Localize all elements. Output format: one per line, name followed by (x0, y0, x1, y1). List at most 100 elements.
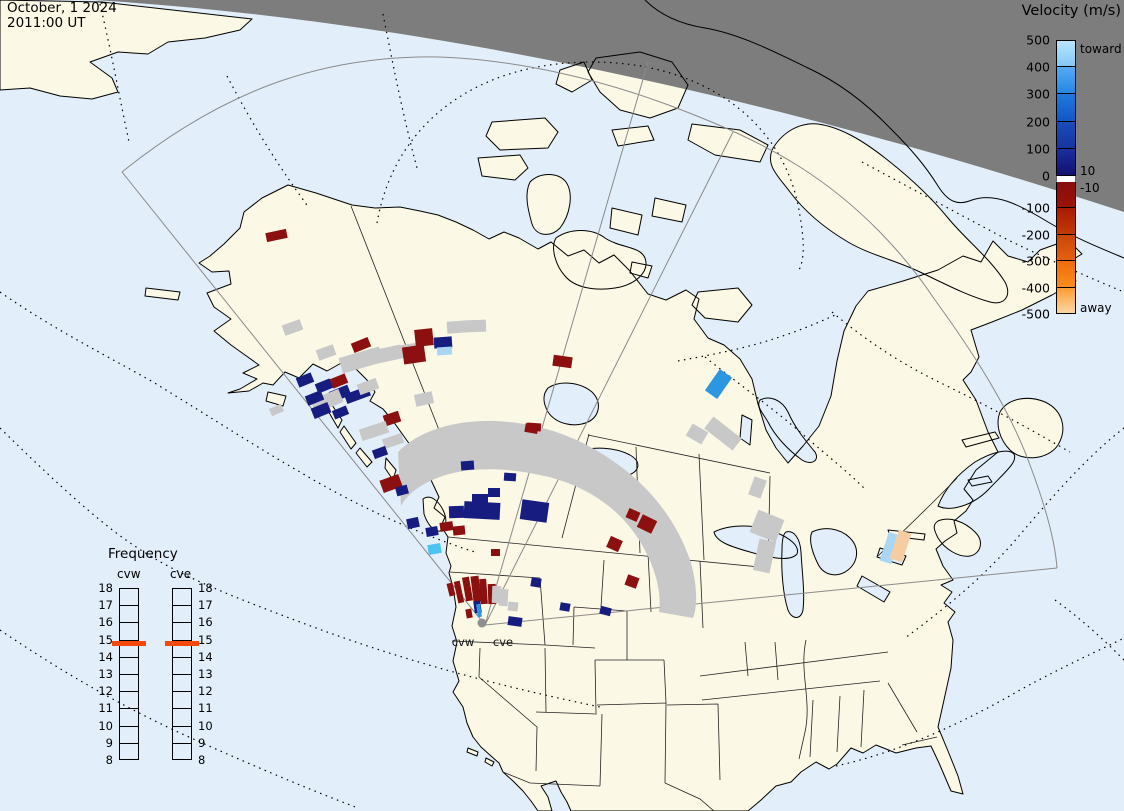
velocity-cell (310, 402, 332, 419)
velocity-cell (268, 403, 285, 417)
coastline (485, 117, 559, 151)
velocity-cell (491, 549, 500, 556)
frequency-bar-cell (173, 675, 191, 693)
velocity-cell (507, 601, 519, 612)
velocity-cell (879, 531, 901, 565)
velocity-cell (530, 577, 542, 588)
velocity-cell (476, 603, 482, 618)
coastline (265, 391, 287, 407)
map-site-label-cvw: cvw (451, 635, 475, 649)
velocity-cell (350, 336, 372, 354)
frequency-scale-label: 14 (198, 649, 213, 664)
velocity-cell (498, 588, 509, 607)
coastline (997, 397, 1064, 459)
frequency-column-label-cvw: cvw (117, 567, 141, 581)
velocity-cell (265, 228, 288, 243)
frequency-bar-cell (120, 692, 138, 710)
frequency-marker-cve (165, 640, 199, 646)
velocity-cell (503, 472, 517, 482)
frequency-bar-cell (120, 727, 138, 744)
coastline (781, 531, 805, 618)
velocity-cell (479, 578, 488, 605)
colorbar-tick--200: -200 (1021, 227, 1050, 243)
frequency-scale-label: 17 (98, 598, 113, 613)
coastline (587, 51, 689, 119)
coastline (856, 575, 891, 603)
frequency-scale-label: 12 (198, 684, 213, 699)
velocity-cell (636, 514, 658, 534)
velocity-cell (465, 608, 473, 619)
velocity-cell (704, 416, 742, 451)
colorbar-block-toward-3 (1056, 121, 1076, 149)
colorbar-block-away-2 (1056, 234, 1076, 262)
coastline (144, 287, 181, 301)
velocity-cell (433, 336, 453, 349)
colorbar-tick-400: 400 (1026, 59, 1050, 75)
coastline (770, 123, 1009, 304)
frequency-bar-cell (173, 606, 191, 624)
velocity-cell (402, 454, 424, 472)
coastline (339, 425, 357, 450)
velocity-cell (382, 410, 402, 427)
frequency-scale-label: 10 (198, 718, 213, 733)
coastline (0, 0, 253, 100)
date-text: October, 1 2024 (7, 0, 117, 16)
velocity-cell (329, 373, 349, 389)
velocity-cell (599, 605, 612, 617)
radar-fov-outlines (121, 56, 1058, 626)
velocity-cell (752, 538, 777, 574)
velocity-cell (436, 346, 453, 356)
colorbar-tick-300: 300 (1026, 86, 1050, 102)
coastline (466, 747, 479, 757)
coastline (739, 414, 753, 446)
frequency-bar-cell (173, 658, 191, 675)
velocity-legend-title: Velocity (m/s) (1021, 3, 1121, 19)
greenland-coastline (644, 0, 1124, 259)
frequency-scale-label: 13 (198, 667, 213, 681)
colorbar-tick-200: 200 (1026, 114, 1050, 130)
frequency-scale-label: 15 (98, 632, 113, 647)
colorbar-block-away-4 (1056, 287, 1076, 314)
velocity-cell (395, 484, 409, 497)
map-site-label-cve: cve (492, 635, 514, 649)
political-borders (350, 205, 958, 811)
colorbar-tick--400: -400 (1021, 280, 1050, 296)
velocity-cell (507, 616, 523, 627)
frequency-bar-cell (120, 641, 138, 658)
coastline (611, 125, 655, 147)
velocity-cell (488, 488, 500, 497)
coastline (629, 261, 653, 279)
colorbar-block-toward-2 (1056, 94, 1076, 122)
velocity-cell (439, 521, 454, 532)
frequency-bar-cell (173, 692, 191, 710)
frequency-column-label-cve: cve (170, 567, 192, 581)
coastline (758, 397, 817, 463)
frequency-scale-label: 16 (98, 615, 113, 630)
velocity-cell (889, 529, 912, 563)
colorbar-tick--500: -500 (1021, 306, 1050, 322)
frequency-scale-label: 15 (198, 632, 213, 647)
velocity-cell (685, 423, 709, 445)
velocity-cell (448, 505, 465, 519)
velocity-cell (606, 535, 623, 553)
colorbar-block-toward-1 (1056, 67, 1076, 95)
colorbar-tick-500: 500 (1026, 32, 1050, 48)
velocity-cell (374, 344, 404, 364)
coastline (691, 287, 753, 323)
frequency-scale-label: 8 (198, 753, 206, 767)
neg-threshold-label: -10 (1080, 181, 1100, 195)
frequency-bar-cell (173, 641, 191, 658)
velocity-colorbar (1056, 40, 1076, 314)
frequency-scale-label: 11 (198, 701, 213, 716)
fov-inner-edge-1 (484, 61, 649, 626)
velocity-cell (425, 526, 439, 537)
coastline (526, 174, 571, 235)
frequency-bar-cell (120, 658, 138, 675)
toward-label: toward (1080, 42, 1122, 56)
time-text: 2011:00 UT (7, 15, 86, 31)
frequency-scale-label: 18 (98, 581, 113, 595)
velocity-cell (461, 576, 474, 602)
colorbar-block-away-1 (1056, 208, 1076, 235)
